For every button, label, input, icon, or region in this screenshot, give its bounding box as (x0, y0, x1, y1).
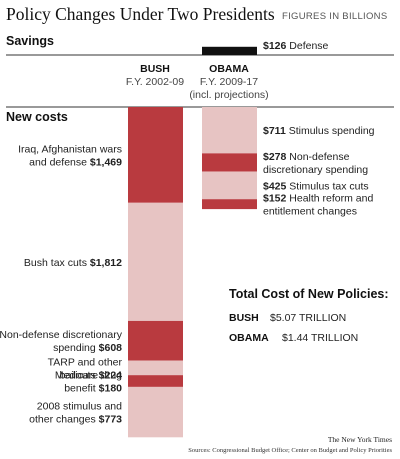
bush-segment-1 (128, 107, 183, 203)
obama-label-2: $278 Non-defense discretionary spending (263, 151, 368, 176)
obama-segment-2 (202, 153, 257, 172)
obama-label-3: $425 Stimulus tax cuts (263, 180, 369, 192)
obama-label-4: $152 Health reform and entitlement change… (263, 193, 373, 218)
bush-segment-3 (128, 320, 183, 361)
bush-label-5: Medicare drug benefit $180 (55, 370, 122, 395)
bush-segment-2 (128, 202, 183, 321)
bush-label-6: 2008 stimulus and other changes $773 (29, 401, 122, 426)
obama-label-1: $711 Stimulus spending (263, 125, 375, 137)
obama-segment-3 (202, 171, 257, 200)
bush-column-period: F.Y. 2002-09 (126, 76, 184, 88)
bush-column-name: BUSH (140, 63, 170, 75)
obama-column-period: F.Y. 2009-17 (200, 76, 258, 88)
total-bush-value: $5.07 TRILLION (270, 312, 346, 324)
bush-stack: Iraq, Afghanistan wars and defense $1,469… (0, 107, 183, 438)
totals-heading: Total Cost of New Policies: (229, 287, 389, 301)
total-bush-name: BUSH (229, 312, 259, 324)
savings-label: Savings (6, 34, 54, 48)
bush-segment-4 (128, 360, 183, 376)
bush-segment-6 (128, 386, 183, 438)
credit: The New York Times (328, 435, 392, 444)
obama-segment-4 (202, 199, 257, 210)
chart-title: Policy Changes Under Two Presidents (6, 4, 275, 24)
bush-label-3: Non-defense discretionary spending $608 (0, 329, 123, 354)
savings-group: $126 Defense (202, 40, 329, 55)
obama-stack: $711 Stimulus spending $278 Non-defense di… (202, 107, 375, 218)
bush-label-1: Iraq, Afghanistan wars and defense $1,469 (18, 143, 122, 168)
new-costs-label: New costs (6, 110, 68, 124)
obama-column-note: (incl. projections) (189, 89, 268, 101)
bush-label-4: TARP and other bailouts $224 (48, 356, 123, 381)
bush-segment-5 (128, 375, 183, 387)
savings-bar-defense (202, 46, 257, 55)
total-obama-value: $1.44 TRILLION (282, 332, 358, 344)
source-note: Sources: Congressional Budget Office; Ce… (188, 447, 392, 454)
obama-column-name: OBAMA (209, 63, 249, 75)
total-obama-name: OBAMA (229, 332, 269, 344)
chart-subtitle: FIGURES IN BILLIONS (282, 11, 387, 22)
obama-segment-1 (202, 107, 257, 154)
bush-label-2: Bush tax cuts $1,812 (24, 257, 122, 269)
savings-label-defense: $126 Defense (263, 40, 329, 52)
